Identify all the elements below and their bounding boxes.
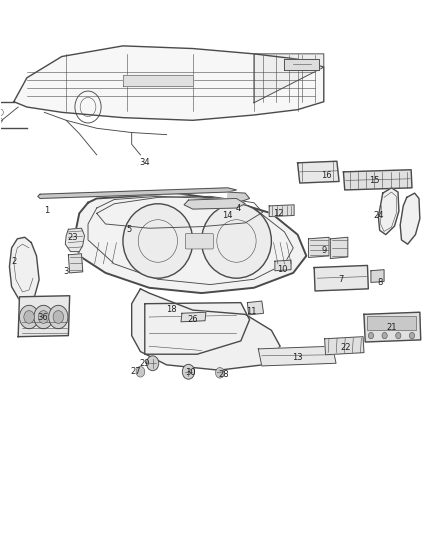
Polygon shape [181, 312, 206, 322]
Text: 10: 10 [277, 265, 288, 273]
Polygon shape [184, 198, 245, 209]
Circle shape [147, 356, 159, 370]
Text: 4: 4 [236, 204, 241, 213]
Text: 29: 29 [140, 359, 150, 368]
Text: 1: 1 [44, 206, 49, 215]
Polygon shape [275, 260, 291, 271]
Polygon shape [364, 312, 421, 342]
Circle shape [53, 311, 64, 324]
Circle shape [382, 333, 387, 339]
Polygon shape [371, 270, 384, 282]
Text: 26: 26 [187, 315, 198, 324]
Text: 18: 18 [166, 304, 176, 313]
Polygon shape [228, 192, 250, 201]
Polygon shape [314, 265, 368, 291]
Polygon shape [343, 169, 412, 190]
Polygon shape [132, 289, 280, 370]
Circle shape [368, 333, 374, 339]
Polygon shape [10, 237, 39, 303]
Text: 11: 11 [247, 307, 257, 316]
Text: 34: 34 [139, 158, 150, 167]
Text: 23: 23 [67, 233, 78, 242]
Circle shape [182, 365, 194, 379]
Text: 15: 15 [369, 176, 379, 185]
Polygon shape [400, 193, 420, 244]
Text: 8: 8 [378, 278, 383, 287]
Circle shape [215, 368, 224, 378]
Text: 7: 7 [339, 275, 344, 284]
Text: 21: 21 [386, 323, 397, 332]
Polygon shape [258, 346, 336, 366]
Text: 13: 13 [292, 353, 303, 362]
Text: 2: 2 [11, 257, 16, 265]
Polygon shape [330, 237, 348, 259]
Circle shape [34, 305, 53, 329]
Circle shape [49, 305, 68, 329]
Polygon shape [123, 75, 193, 86]
Polygon shape [65, 228, 85, 252]
Text: 27: 27 [131, 367, 141, 376]
Circle shape [136, 367, 145, 377]
FancyBboxPatch shape [185, 233, 213, 249]
Polygon shape [378, 188, 399, 235]
Polygon shape [18, 296, 70, 337]
Text: 9: 9 [321, 246, 326, 255]
Text: 30: 30 [185, 368, 196, 377]
Circle shape [19, 305, 39, 329]
Text: 3: 3 [64, 268, 69, 276]
Polygon shape [38, 188, 237, 198]
Circle shape [410, 333, 415, 339]
Polygon shape [247, 301, 264, 315]
Text: 14: 14 [223, 212, 233, 221]
Polygon shape [308, 237, 329, 257]
Polygon shape [285, 59, 319, 70]
Text: 24: 24 [373, 212, 384, 221]
Polygon shape [68, 254, 83, 273]
Polygon shape [14, 46, 324, 120]
Ellipse shape [201, 204, 272, 278]
Text: 22: 22 [340, 343, 351, 352]
Polygon shape [254, 54, 324, 103]
Circle shape [24, 311, 34, 324]
Text: 36: 36 [37, 312, 48, 321]
Polygon shape [297, 161, 339, 183]
Text: 5: 5 [127, 225, 132, 234]
FancyBboxPatch shape [367, 317, 417, 330]
Text: 12: 12 [273, 209, 283, 218]
Circle shape [38, 311, 49, 324]
Polygon shape [75, 193, 306, 293]
Polygon shape [325, 337, 364, 355]
Circle shape [396, 333, 401, 339]
Polygon shape [269, 205, 294, 216]
Ellipse shape [123, 204, 193, 278]
Text: 28: 28 [218, 370, 229, 379]
Text: 16: 16 [321, 171, 331, 180]
Polygon shape [145, 303, 250, 354]
